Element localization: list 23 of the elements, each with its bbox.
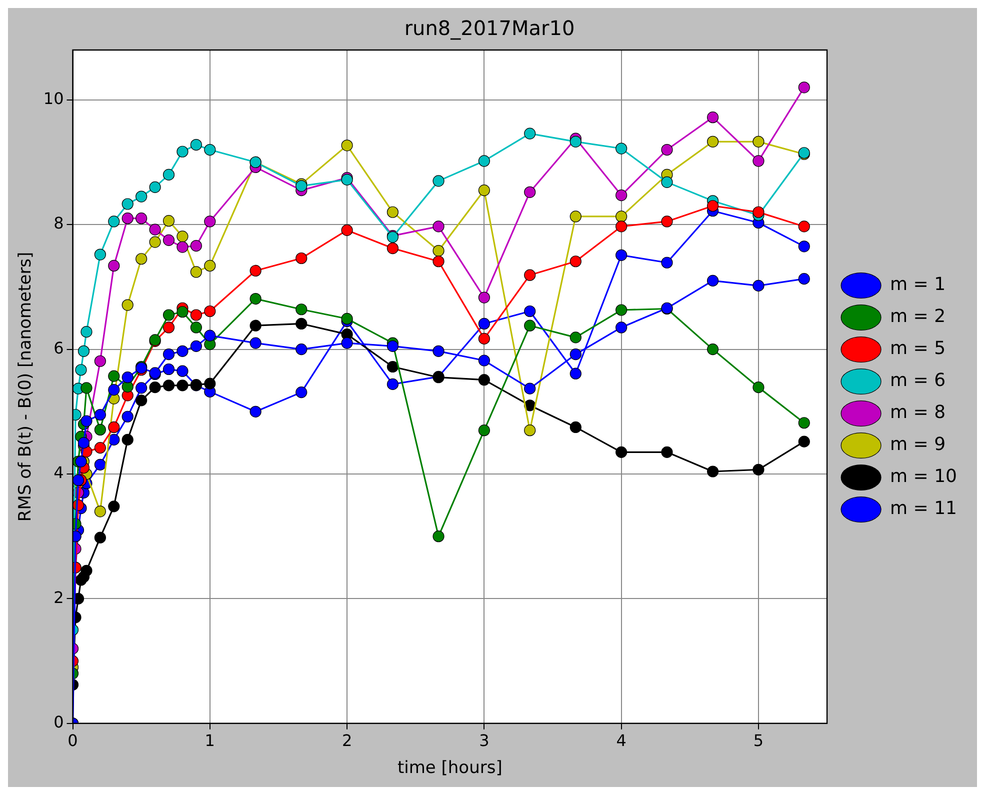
y-tick-label: 2 bbox=[54, 588, 64, 607]
legend-label: m = 9 bbox=[890, 434, 946, 456]
x-tick-label: 0 bbox=[68, 731, 78, 750]
y-tick-label: 4 bbox=[54, 463, 64, 482]
chart-title: run8_2017Mar10 bbox=[404, 16, 575, 40]
y-tick-label: 6 bbox=[54, 338, 64, 358]
x-tick-label: 4 bbox=[616, 731, 626, 750]
x-axis-title: time [hours] bbox=[397, 758, 502, 778]
y-tick-label: 8 bbox=[54, 214, 64, 233]
x-tick-label: 1 bbox=[204, 731, 215, 750]
legend-label: m = 11 bbox=[890, 498, 958, 520]
legend-label: m = 2 bbox=[890, 306, 946, 328]
legend-label: m = 6 bbox=[890, 370, 946, 392]
y-tick-label: 10 bbox=[43, 89, 64, 108]
x-tick-label: 3 bbox=[479, 731, 490, 750]
legend-label: m = 8 bbox=[890, 402, 946, 424]
legend-label: m = 10 bbox=[890, 466, 958, 488]
legend-label: m = 5 bbox=[890, 338, 946, 360]
legend-label: m = 1 bbox=[890, 274, 946, 296]
y-axis-title: RMS of B(t) - B(0) [nanometers] bbox=[16, 252, 36, 522]
y-tick-label: 0 bbox=[54, 712, 64, 732]
x-tick-label: 5 bbox=[753, 731, 764, 750]
x-tick-label: 2 bbox=[342, 731, 352, 750]
